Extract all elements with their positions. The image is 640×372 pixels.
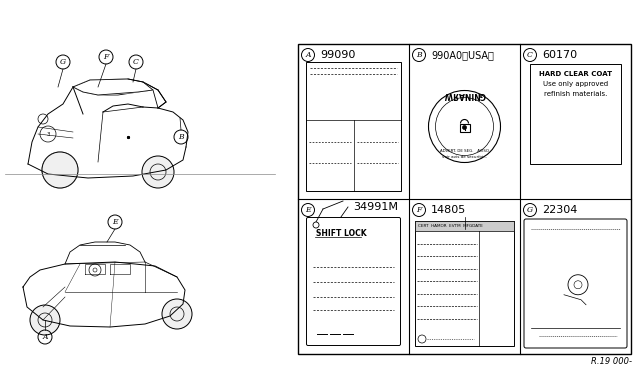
Text: B: B <box>416 51 422 59</box>
Text: SHIFT LOCK: SHIFT LOCK <box>316 228 367 237</box>
Text: F: F <box>417 206 422 214</box>
Bar <box>605 272 620 280</box>
Text: 60170: 60170 <box>542 50 577 60</box>
Circle shape <box>162 299 192 329</box>
Text: E: E <box>305 206 311 214</box>
Circle shape <box>30 305 60 335</box>
Polygon shape <box>73 79 153 95</box>
Bar <box>538 266 546 276</box>
Text: C: C <box>133 58 139 66</box>
Text: B: B <box>178 133 184 141</box>
Text: F: F <box>104 53 109 61</box>
Bar <box>530 64 621 164</box>
Text: ADVERT. DE SEG.   AVISO: ADVERT. DE SEG. AVISO <box>440 148 489 153</box>
Text: G: G <box>60 58 66 66</box>
Bar <box>558 266 566 276</box>
Circle shape <box>463 125 467 129</box>
Text: 22304: 22304 <box>542 205 577 215</box>
Text: refinish materials.: refinish materials. <box>544 91 607 97</box>
Bar <box>531 233 551 243</box>
Bar <box>578 233 600 243</box>
Text: Use only approved: Use only approved <box>543 81 608 87</box>
Text: 3: 3 <box>46 131 50 137</box>
Text: A: A <box>42 333 48 341</box>
Text: 14805: 14805 <box>431 205 467 215</box>
Bar <box>415 221 514 231</box>
Text: voir avis de sécurité...: voir avis de sécurité... <box>442 155 487 160</box>
Circle shape <box>42 152 78 188</box>
Text: G: G <box>527 206 533 214</box>
Bar <box>460 124 470 131</box>
Text: GNINAЯW: GNINAЯW <box>444 90 486 99</box>
Bar <box>536 276 571 298</box>
Text: E: E <box>112 218 118 226</box>
FancyBboxPatch shape <box>524 219 627 348</box>
Text: 990A0〈USA〉: 990A0〈USA〉 <box>431 50 494 60</box>
Text: A: A <box>305 51 311 59</box>
Circle shape <box>142 156 174 188</box>
Text: HARD CLEAR COAT: HARD CLEAR COAT <box>539 71 612 77</box>
Text: R.19 000-: R.19 000- <box>591 357 632 366</box>
Bar <box>548 266 556 276</box>
Bar <box>415 221 514 346</box>
Bar <box>605 282 620 290</box>
Text: 99090: 99090 <box>320 50 355 60</box>
Bar <box>605 292 620 300</box>
FancyBboxPatch shape <box>307 218 401 346</box>
Bar <box>298 44 631 354</box>
Circle shape <box>313 222 319 228</box>
Bar <box>541 330 610 340</box>
Text: CERT  HAMOR  EVTM  MFGDATE: CERT HAMOR EVTM MFGDATE <box>418 224 483 228</box>
Bar <box>306 62 401 191</box>
Text: 34991M: 34991M <box>353 202 398 212</box>
Bar <box>313 317 394 339</box>
Text: C: C <box>527 51 533 59</box>
Bar <box>554 233 574 243</box>
